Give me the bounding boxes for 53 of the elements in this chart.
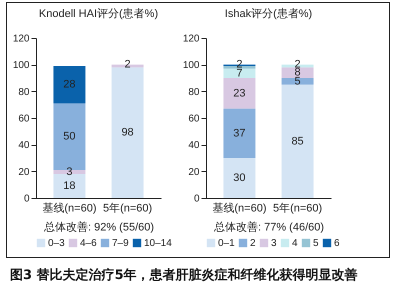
y-tick-label: 20 [18, 166, 30, 178]
bar [223, 78, 256, 109]
data-label: 7 [236, 67, 242, 80]
legend-label: 4 [292, 238, 298, 249]
bar [53, 66, 86, 104]
x-tick-label: 5年(n=60) [102, 202, 152, 214]
y-tick-label: 0 [24, 194, 30, 204]
y-tick-label: 120 [182, 34, 200, 44]
data-label: 30 [233, 172, 246, 184]
chart-title: Knodell HAI评分(患者%) [38, 7, 158, 20]
legend-label: 7–9 [112, 238, 130, 249]
legend-label: 10–14 [144, 238, 172, 249]
legend-label: 6 [334, 238, 340, 249]
data-label: 18 [63, 180, 76, 192]
data-label: 23 [233, 87, 246, 100]
y-tick-label: 100 [12, 60, 30, 72]
data-label: 28 [63, 78, 76, 91]
text: 总体改善: 92% (55/60) [42, 220, 154, 234]
legend-label: 2 [250, 238, 256, 249]
data-label: 98 [121, 126, 134, 139]
legend-label: 0–1 [218, 238, 236, 249]
legend-label: 3 [271, 238, 277, 249]
legend-label: 4–6 [80, 238, 98, 249]
data-label: 85 [291, 135, 304, 148]
x-tick-label: 基线(n=60) [212, 202, 266, 214]
data-label: 50 [63, 130, 76, 143]
data-label: 5 [294, 75, 301, 88]
bar [223, 68, 256, 78]
text: 总体改善: 77% (46/60) [212, 220, 324, 234]
bar [223, 108, 256, 158]
y-tick-label: 80 [18, 86, 30, 98]
data-label: 2 [124, 58, 131, 71]
y-tick-label: 40 [18, 140, 30, 152]
x-tick-label: 基线(n=60) [42, 202, 96, 214]
x-tick-label: 5年(n=60) [272, 202, 322, 214]
bar [53, 174, 86, 198]
y-tick-label: 80 [188, 86, 200, 98]
data-label: 3 [66, 166, 72, 178]
data-label: 37 [233, 127, 246, 140]
y-tick-label: 40 [188, 140, 200, 152]
bar [223, 158, 256, 198]
bar [112, 67, 144, 198]
legend-label: 5 [313, 238, 319, 249]
y-tick-label: 60 [188, 114, 200, 124]
y-tick-label: 120 [12, 34, 30, 44]
caption: 图3 替比夫定治疗5年，患者肝脏炎症和纤维化获得明显改善 [10, 266, 358, 284]
y-tick-label: 0 [194, 194, 200, 204]
chart-title: Ishak评分(患者%) [224, 7, 312, 20]
y-tick-label: 100 [182, 60, 200, 72]
y-tick-label: 20 [188, 166, 200, 178]
legend-label: 0–3 [48, 238, 66, 249]
y-tick-label: 60 [18, 114, 30, 124]
bar [282, 84, 314, 198]
